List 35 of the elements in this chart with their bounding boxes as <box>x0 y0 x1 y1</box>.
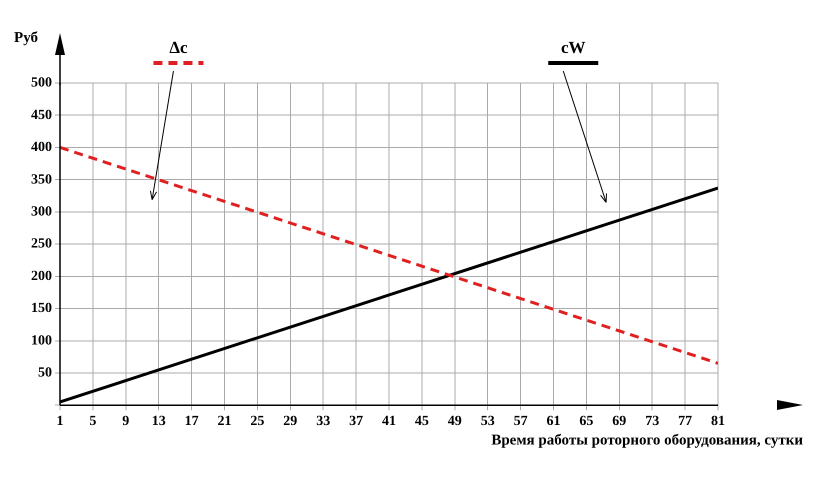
x-tick-label: 13 <box>152 414 166 430</box>
y-tick-label: 450 <box>31 108 52 123</box>
x-tick-label: 61 <box>546 414 560 430</box>
y-tick-label: 250 <box>31 236 52 252</box>
x-tick-label: 21 <box>218 414 232 430</box>
text: cW <box>560 38 586 57</box>
x-tick-label: 1 <box>56 414 64 430</box>
x-tick-label: 41 <box>382 414 396 430</box>
y-tick-label: 100 <box>31 333 52 348</box>
x-axis-title: Время работы роторного оборудования, сутки <box>491 432 804 449</box>
x-tick-label: 45 <box>414 414 429 430</box>
x-tick-label: 5 <box>89 414 96 430</box>
x-tick-label: 17 <box>184 414 199 430</box>
x-tick-label: 77 <box>678 414 692 430</box>
y-tick-label: 50 <box>38 366 52 381</box>
x-tick-label: 69 <box>612 414 626 430</box>
x-tick-label: 81 <box>711 414 725 430</box>
x-tick-label: 65 <box>579 414 594 430</box>
y-axis-title: Руб <box>14 30 38 46</box>
x-tick-label: 25 <box>250 414 264 430</box>
x-tick-label: 37 <box>349 414 364 430</box>
x-tick-label: 9 <box>122 414 130 430</box>
text: Δc <box>169 38 188 57</box>
y-tick-label: 150 <box>31 301 52 316</box>
y-tick-label: 300 <box>31 204 52 220</box>
x-tick-label: 49 <box>448 414 462 430</box>
y-tick-label: 350 <box>31 172 52 188</box>
y-tick-label: 400 <box>31 140 52 156</box>
x-tick-label: 73 <box>645 414 660 430</box>
x-tick-label: 57 <box>514 414 528 430</box>
x-tick-label: 53 <box>480 414 495 430</box>
x-tick-label: 29 <box>283 414 298 430</box>
y-tick-label: 200 <box>31 268 52 284</box>
x-tick-label: 33 <box>316 414 330 430</box>
y-tick-label: 500 <box>31 76 52 91</box>
